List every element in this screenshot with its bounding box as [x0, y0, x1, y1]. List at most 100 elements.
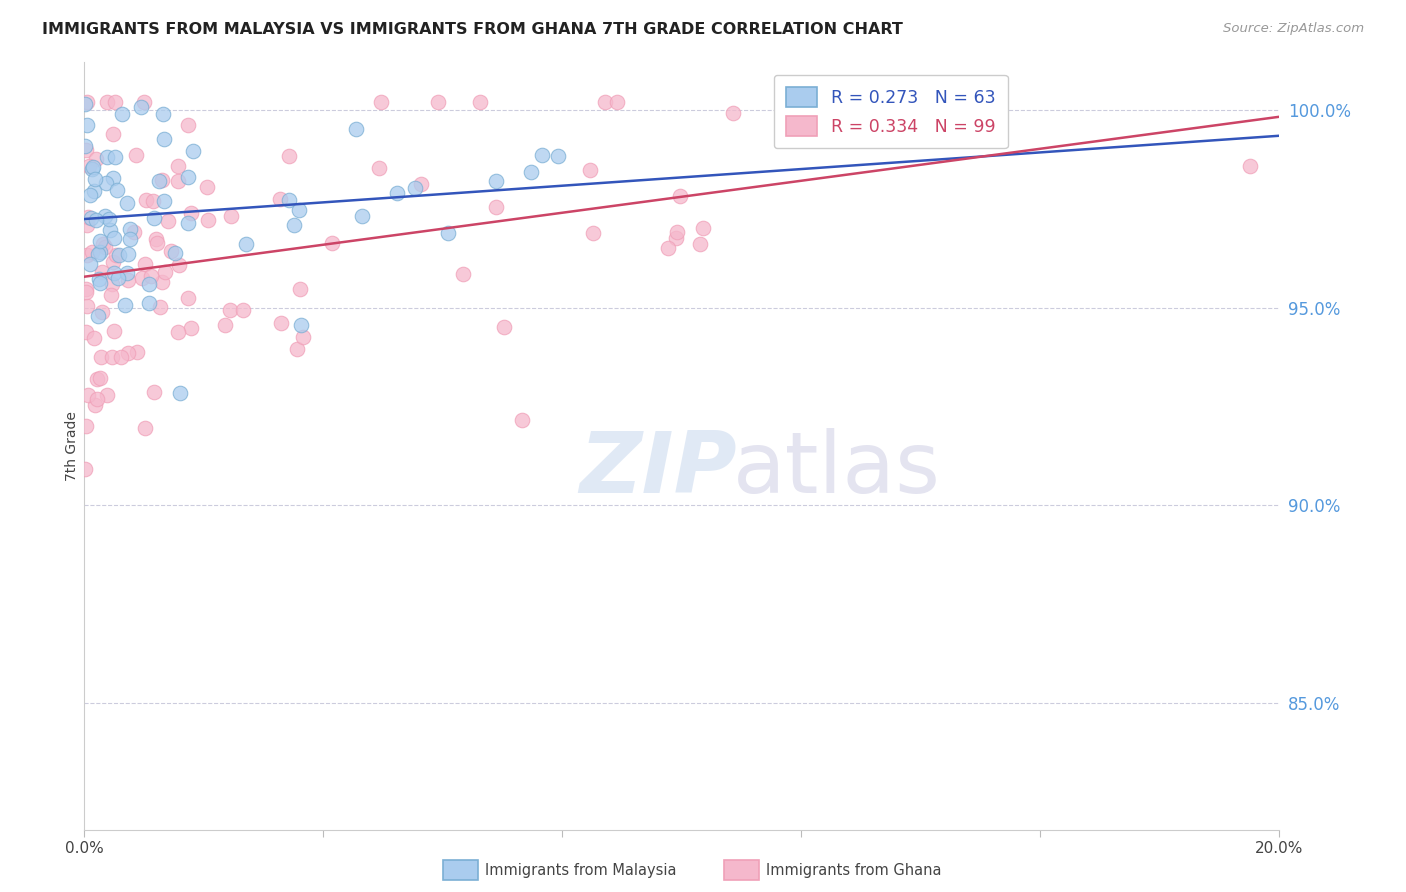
Point — [125, 345, 148, 359]
Point — [692, 220, 714, 235]
Point — [115, 266, 138, 280]
Point — [103, 230, 125, 244]
Point — [278, 193, 301, 207]
Point — [665, 226, 688, 240]
Point — [214, 318, 236, 332]
Point — [142, 194, 165, 209]
Text: Immigrants from Malaysia: Immigrants from Malaysia — [485, 863, 676, 878]
Point — [195, 180, 218, 194]
Point — [160, 244, 183, 258]
Point — [409, 177, 432, 191]
Point — [485, 201, 508, 215]
Point — [73, 138, 96, 153]
Point — [145, 236, 167, 251]
Point — [177, 216, 200, 230]
Point — [270, 316, 292, 330]
Point — [665, 231, 688, 245]
Point — [96, 95, 118, 109]
Point — [75, 285, 97, 299]
Point — [470, 95, 492, 109]
Point — [689, 237, 711, 252]
Point — [103, 324, 125, 338]
Point — [89, 371, 111, 385]
Point — [97, 212, 120, 227]
Point — [76, 247, 98, 261]
Point — [120, 221, 142, 235]
Point — [221, 209, 243, 223]
Point — [84, 172, 107, 186]
Point — [367, 161, 389, 175]
Point — [451, 267, 474, 281]
Point — [197, 212, 219, 227]
Point — [177, 118, 200, 132]
Point — [657, 241, 679, 255]
Point — [94, 240, 117, 254]
Text: IMMIGRANTS FROM MALAYSIA VS IMMIGRANTS FROM GHANA 7TH GRADE CORRELATION CHART: IMMIGRANTS FROM MALAYSIA VS IMMIGRANTS F… — [42, 22, 903, 37]
Point — [291, 330, 314, 344]
Point — [1239, 159, 1261, 173]
Point — [115, 196, 138, 211]
Point — [75, 96, 97, 111]
Point — [86, 392, 108, 406]
Point — [89, 244, 111, 259]
Text: Source: ZipAtlas.com: Source: ZipAtlas.com — [1223, 22, 1364, 36]
Point — [135, 193, 157, 207]
Point — [131, 271, 153, 285]
Point — [75, 419, 97, 434]
Point — [153, 131, 176, 145]
Point — [89, 277, 111, 291]
Point — [485, 174, 508, 188]
Point — [167, 174, 190, 188]
Text: atlas: atlas — [734, 427, 941, 510]
Point — [111, 107, 134, 121]
Point — [76, 218, 98, 232]
Point — [177, 291, 200, 305]
Point — [285, 342, 308, 356]
Point — [94, 209, 117, 223]
Point — [87, 272, 110, 286]
Point — [288, 203, 311, 218]
Point — [145, 232, 167, 246]
Point — [77, 210, 100, 224]
Point — [290, 318, 312, 333]
Point — [404, 181, 426, 195]
Point — [87, 309, 110, 323]
Point — [90, 350, 112, 364]
Point — [83, 185, 105, 199]
Point — [105, 183, 128, 197]
Point — [134, 257, 156, 271]
Point — [124, 225, 146, 239]
Point — [150, 275, 173, 289]
Point — [84, 153, 107, 167]
Point — [148, 174, 170, 188]
Point — [114, 297, 136, 311]
Point — [84, 213, 107, 227]
Point — [107, 271, 129, 285]
Point — [669, 189, 692, 203]
Point — [235, 237, 257, 252]
Point — [76, 118, 98, 132]
Point — [181, 144, 204, 158]
Point — [138, 277, 160, 291]
Point — [143, 385, 166, 400]
Point — [531, 148, 554, 162]
Point — [100, 288, 122, 302]
Point — [606, 95, 628, 109]
Point — [143, 211, 166, 226]
Point — [120, 232, 142, 246]
Point — [77, 159, 100, 173]
Legend: R = 0.273   N = 63, R = 0.334   N = 99: R = 0.273 N = 63, R = 0.334 N = 99 — [773, 75, 1008, 148]
Point — [108, 248, 131, 262]
Point — [110, 351, 132, 365]
Point — [350, 209, 373, 223]
Point — [87, 247, 110, 261]
Point — [129, 100, 152, 114]
Point — [101, 170, 124, 185]
Point — [593, 95, 616, 109]
Point — [82, 161, 104, 175]
Text: ZIP: ZIP — [579, 427, 737, 510]
Point — [80, 211, 103, 226]
Point — [101, 128, 124, 142]
Point — [104, 95, 127, 109]
Point — [232, 302, 254, 317]
